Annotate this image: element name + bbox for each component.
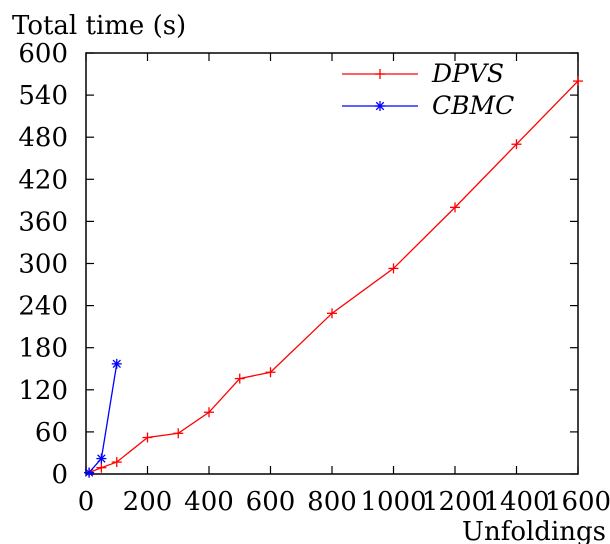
data-point-cbmc — [84, 468, 94, 477]
x-tick-label: 0 — [78, 487, 95, 517]
y-tick-label: 0 — [51, 460, 68, 490]
x-tick-label: 600 — [246, 487, 296, 517]
x-tick-label: 400 — [184, 487, 234, 517]
x-axis-label: Unfoldings — [462, 517, 606, 544]
legend-label-cbmc: CBMC — [432, 91, 514, 120]
series-cbmc — [84, 358, 122, 478]
x-tick-label: 1200 — [422, 487, 488, 517]
series-layer — [84, 76, 583, 478]
y-tick-label: 420 — [18, 165, 68, 195]
y-tick-label: 300 — [18, 250, 68, 280]
y-tick-label: 540 — [18, 81, 68, 111]
y-tick-label: 480 — [18, 123, 68, 153]
x-tick-label: 1600 — [545, 487, 610, 517]
data-point-cbmc — [97, 454, 106, 463]
x-tick-label: 200 — [123, 487, 173, 517]
x-tick-label: 800 — [307, 487, 357, 517]
x-tick-label: 1400 — [483, 487, 549, 517]
legend-marker-cbmc — [375, 101, 385, 111]
legend-label-dpvs: DPVS — [431, 59, 504, 88]
y-tick-label: 360 — [18, 207, 68, 237]
y-tick-label: 600 — [18, 39, 68, 69]
series-line-dpvs — [88, 80, 579, 474]
y-axis-label: Total time (s) — [12, 11, 186, 41]
y-tick-label: 120 — [18, 376, 68, 406]
y-axis-ticks: 0 60 120 180 240 300 360 420 480 540 600 — [18, 39, 578, 490]
y-tick-label: 60 — [35, 418, 68, 448]
y-tick-label: 180 — [18, 334, 68, 364]
x-tick-label: 1000 — [360, 487, 426, 517]
series-dpvs — [84, 76, 583, 478]
plot-area-border — [85, 52, 579, 475]
y-tick-label: 240 — [18, 292, 68, 322]
legend: DPVS CBMC — [342, 59, 514, 120]
data-point-cbmc — [112, 359, 121, 369]
